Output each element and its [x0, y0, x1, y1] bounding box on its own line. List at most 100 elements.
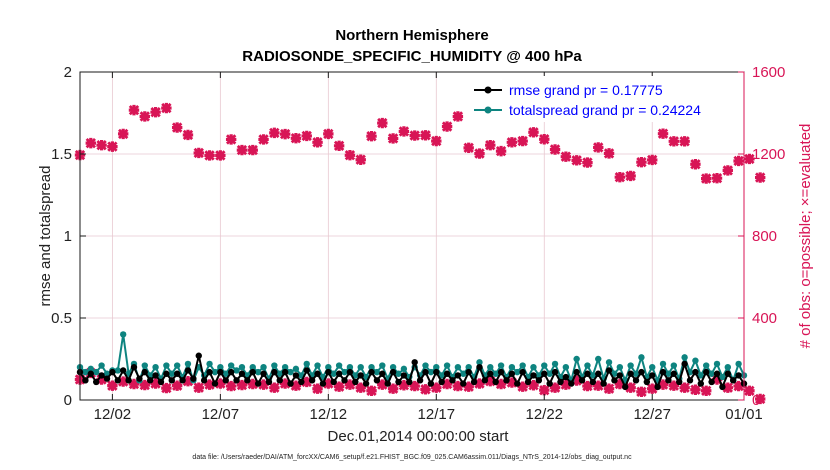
x-tick-label: 12/27 — [633, 406, 671, 423]
totalspread-point — [373, 368, 381, 376]
obs-possible-marker — [333, 140, 345, 151]
totalspread-point — [379, 362, 386, 369]
obs-evaluated-marker — [560, 379, 572, 390]
totalspread-point — [611, 370, 618, 377]
obs-evaluated-marker — [420, 384, 431, 395]
obs-evaluated-marker — [409, 380, 420, 392]
obs-possible-marker — [668, 136, 680, 147]
obs-possible-marker — [85, 137, 96, 149]
rmse-point — [503, 377, 510, 384]
totalspread-point — [271, 362, 278, 369]
obs-evaluated-marker — [171, 380, 183, 391]
rmse-point — [303, 367, 310, 374]
rmse-point — [249, 368, 256, 376]
totalspread-point — [670, 362, 678, 369]
obs-possible-marker — [431, 135, 442, 147]
obs-evaluated-marker — [355, 382, 366, 393]
rmse-point — [530, 372, 537, 379]
obs-evaluated-marker — [279, 378, 291, 389]
rmse-point — [341, 377, 348, 384]
obs-possible-marker — [733, 155, 744, 167]
totalspread-point — [314, 362, 321, 369]
rmse-point — [654, 383, 661, 391]
totalspread-point — [341, 368, 348, 376]
totalspread-point — [395, 370, 402, 377]
rmse-point — [470, 378, 478, 386]
rmse-point — [497, 368, 505, 376]
x-tick-label: 12/22 — [525, 406, 563, 423]
obs-possible-marker — [247, 144, 258, 156]
rmse-point — [82, 377, 89, 384]
rmse-point — [649, 372, 656, 379]
obs-evaluated-marker — [301, 376, 312, 388]
obs-possible-marker — [474, 148, 485, 159]
obs-possible-marker — [279, 128, 291, 140]
obs-possible-marker — [171, 122, 183, 133]
totalspread-point — [433, 364, 440, 371]
obs-evaluated-marker — [236, 379, 248, 391]
rmse-point — [314, 370, 321, 377]
totalspread-point — [460, 370, 467, 377]
rmse-point — [573, 368, 580, 376]
totalspread-point — [389, 364, 397, 371]
totalspread-point — [595, 355, 602, 363]
obs-evaluated-marker — [225, 380, 237, 392]
x-axis-label: Dec.01,2014 00:00:00 start — [328, 428, 510, 445]
rmse-point — [481, 377, 489, 384]
obs-possible-marker — [701, 173, 712, 184]
totalspread-point — [303, 360, 310, 368]
rmse-point — [605, 367, 613, 374]
totalspread-point — [627, 362, 634, 369]
totalspread-point — [681, 354, 688, 361]
totalspread-point — [217, 364, 224, 371]
obs-evaluated-marker — [377, 379, 388, 390]
rmse-point — [319, 380, 327, 387]
obs-evaluated-marker — [549, 382, 561, 393]
rmse-point — [632, 377, 640, 384]
rmse-point — [519, 368, 526, 376]
obs-evaluated-marker — [312, 383, 323, 394]
obs-evaluated-marker — [485, 375, 496, 387]
y-tick-label-left: 1 — [64, 228, 72, 245]
totalspread-point — [82, 368, 89, 376]
totalspread-point — [632, 370, 640, 377]
totalspread-point — [649, 364, 656, 371]
obs-possible-marker — [485, 140, 496, 151]
obs-possible-marker — [269, 127, 280, 139]
totalspread-point — [325, 364, 332, 371]
rmse-point — [173, 370, 181, 377]
rmse-point — [152, 372, 159, 379]
obs-evaluated-marker — [150, 378, 161, 389]
rmse-point — [195, 352, 202, 359]
rmse-point — [541, 370, 548, 377]
totalspread-point — [211, 368, 219, 376]
totalspread-point — [584, 362, 591, 369]
obs-evaluated-marker — [441, 378, 453, 390]
totalspread-point — [605, 359, 613, 366]
obs-possible-marker — [528, 127, 539, 138]
rmse-point — [346, 368, 354, 376]
rmse-point — [659, 368, 667, 376]
obs-evaluated-marker — [668, 380, 680, 391]
y-tick-label-right: 400 — [752, 310, 777, 327]
rmse-point — [200, 377, 208, 384]
obs-evaluated-marker — [107, 380, 118, 391]
totalspread-point — [659, 360, 667, 368]
totalspread-point — [519, 362, 526, 369]
totalspread-point — [173, 362, 181, 369]
rmse-point — [265, 378, 273, 386]
obs-possible-marker — [290, 133, 302, 144]
rmse-point — [379, 370, 386, 377]
obs-possible-marker — [96, 140, 107, 151]
obs-possible-marker — [258, 134, 269, 145]
rmse-point — [692, 368, 699, 376]
rmse-point — [352, 378, 359, 386]
rmse-point — [190, 375, 197, 382]
obs-evaluated-marker — [366, 385, 377, 396]
rmse-point — [406, 378, 413, 386]
title-line-1: Northern Hemisphere — [335, 27, 488, 44]
obs-possible-marker — [722, 165, 733, 176]
obs-possible-marker — [398, 126, 410, 137]
obs-possible-marker — [593, 142, 604, 153]
obs-possible-marker — [517, 135, 528, 147]
